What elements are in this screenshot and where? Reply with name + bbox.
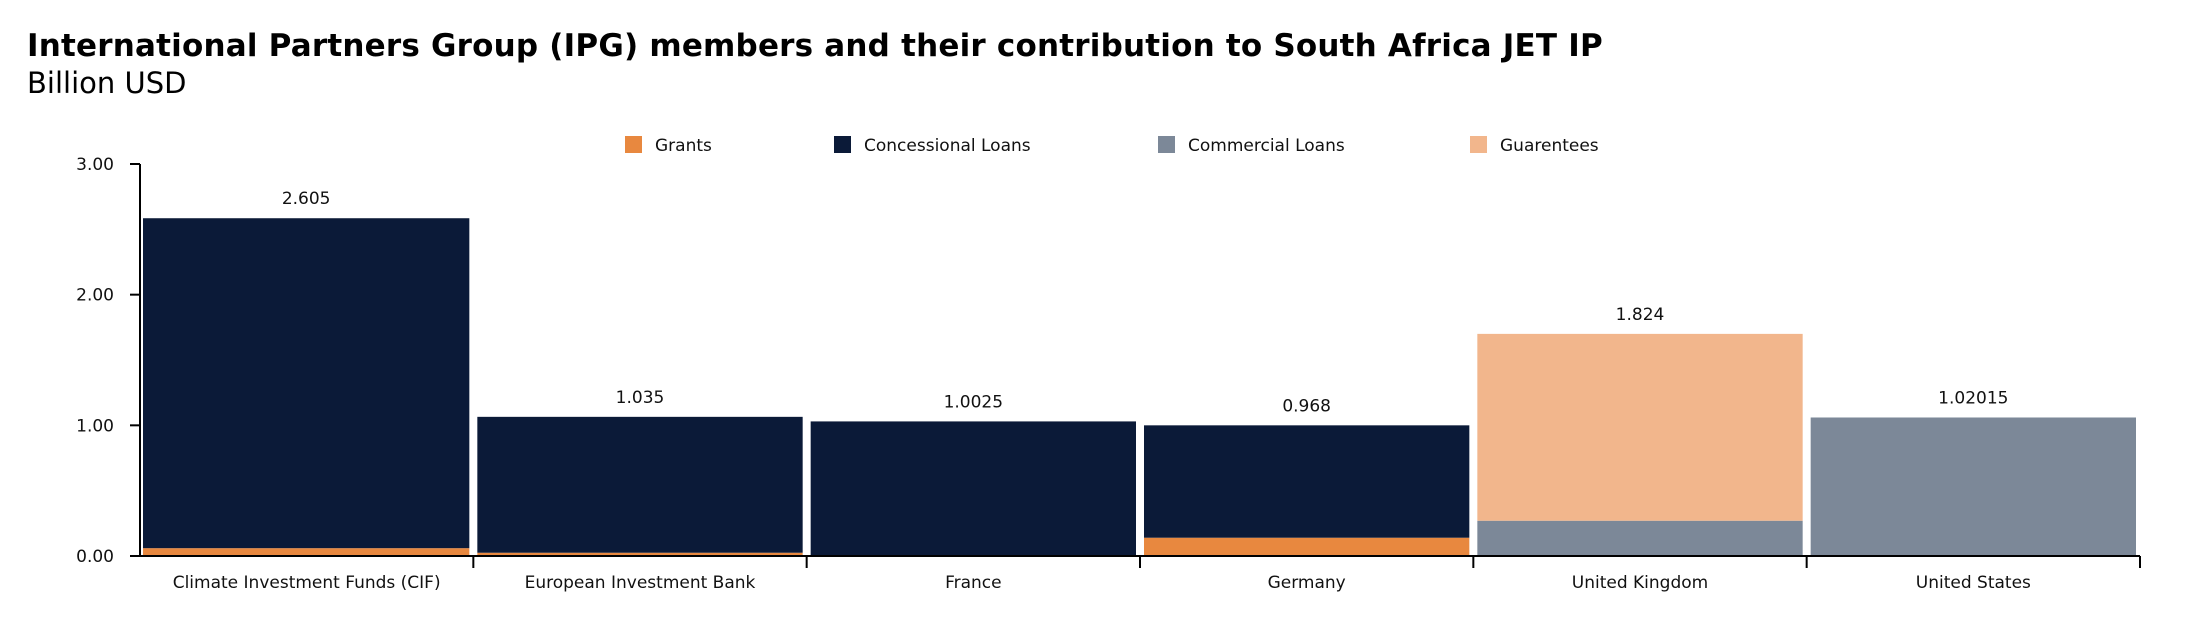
value-label: 2.605 [282,189,331,209]
bar-segment [1477,520,1803,556]
bar-segment [1477,333,1803,521]
bar-segment [1144,425,1470,538]
y-tick-label: 3.00 [76,155,114,175]
y-tick-label: 1.00 [76,416,114,436]
y-tick-label: 0.00 [76,547,114,567]
x-tick-label: Climate Investment Funds (CIF) [173,573,441,593]
chart-title: International Partners Group (IPG) membe… [27,28,1603,64]
value-label: 1.02015 [1938,388,2008,408]
legend-label: Concessional Loans [864,136,1031,156]
bars-group [143,218,2136,556]
bar-segment [477,416,803,553]
y-tick-label: 2.00 [76,286,114,306]
chart-legend: Grants Concessional Loans Commercial Loans… [625,136,1599,156]
x-tick-label: Germany [1268,573,1346,593]
x-tick-label: European Investment Bank [525,573,756,593]
legend-swatch [1470,136,1487,153]
bar-segment [810,421,1136,556]
legend-swatch [834,136,851,153]
legend-swatch [625,136,642,153]
x-tick-label: United States [1916,573,2031,593]
bar-segment [477,552,803,556]
legend-swatch [1158,136,1175,153]
value-label: 1.824 [1616,305,1665,325]
value-label: 1.035 [616,388,665,408]
bar-segment [143,218,470,549]
x-tick-label: United Kingdom [1572,573,1708,593]
x-tick-label: France [945,573,1002,593]
legend-label: Guarentees [1500,136,1599,156]
value-label: 1.0025 [944,392,1003,412]
bar-segment [143,548,470,556]
chart-subtitle: Billion USD [27,66,187,100]
axes-group: Climate Investment Funds (CIF) European I… [76,155,2141,593]
value-label: 0.968 [1282,396,1331,416]
bar-segment [1810,417,2136,556]
bar-segment [1144,537,1470,556]
legend-label: Commercial Loans [1188,136,1345,156]
value-labels-group: 2.605 1.035 1.0025 0.968 1.824 1.02015 [282,189,2009,416]
legend-label: Grants [655,136,712,156]
